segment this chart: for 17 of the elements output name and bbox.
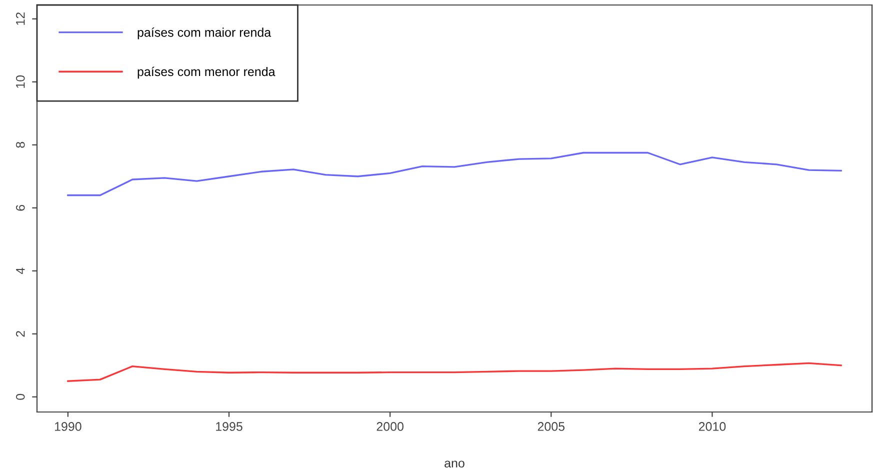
line-series — [67, 152, 842, 196]
y-tick-label: 6 — [16, 204, 25, 211]
y-tick-label: 4 — [16, 268, 25, 274]
y-tick-label: 8 — [16, 142, 25, 148]
x-tick-label: 2005 — [538, 422, 565, 431]
x-tick-label: 2010 — [698, 422, 726, 431]
y-tick-label: 2 — [16, 331, 25, 337]
legend-label: países com menor renda — [138, 66, 276, 79]
y-tick-label: 12 — [16, 12, 25, 25]
x-tick-label: 2000 — [376, 422, 404, 431]
y-tick-label: 0 — [16, 394, 25, 400]
y-tick-label: 10 — [16, 75, 25, 88]
legend-label: países com maior renda — [138, 28, 272, 40]
x-tick-label: 1995 — [216, 422, 242, 431]
x-axis-title: ano — [444, 460, 464, 468]
x-tick-label: 1990 — [54, 422, 82, 431]
line-series — [67, 362, 842, 382]
